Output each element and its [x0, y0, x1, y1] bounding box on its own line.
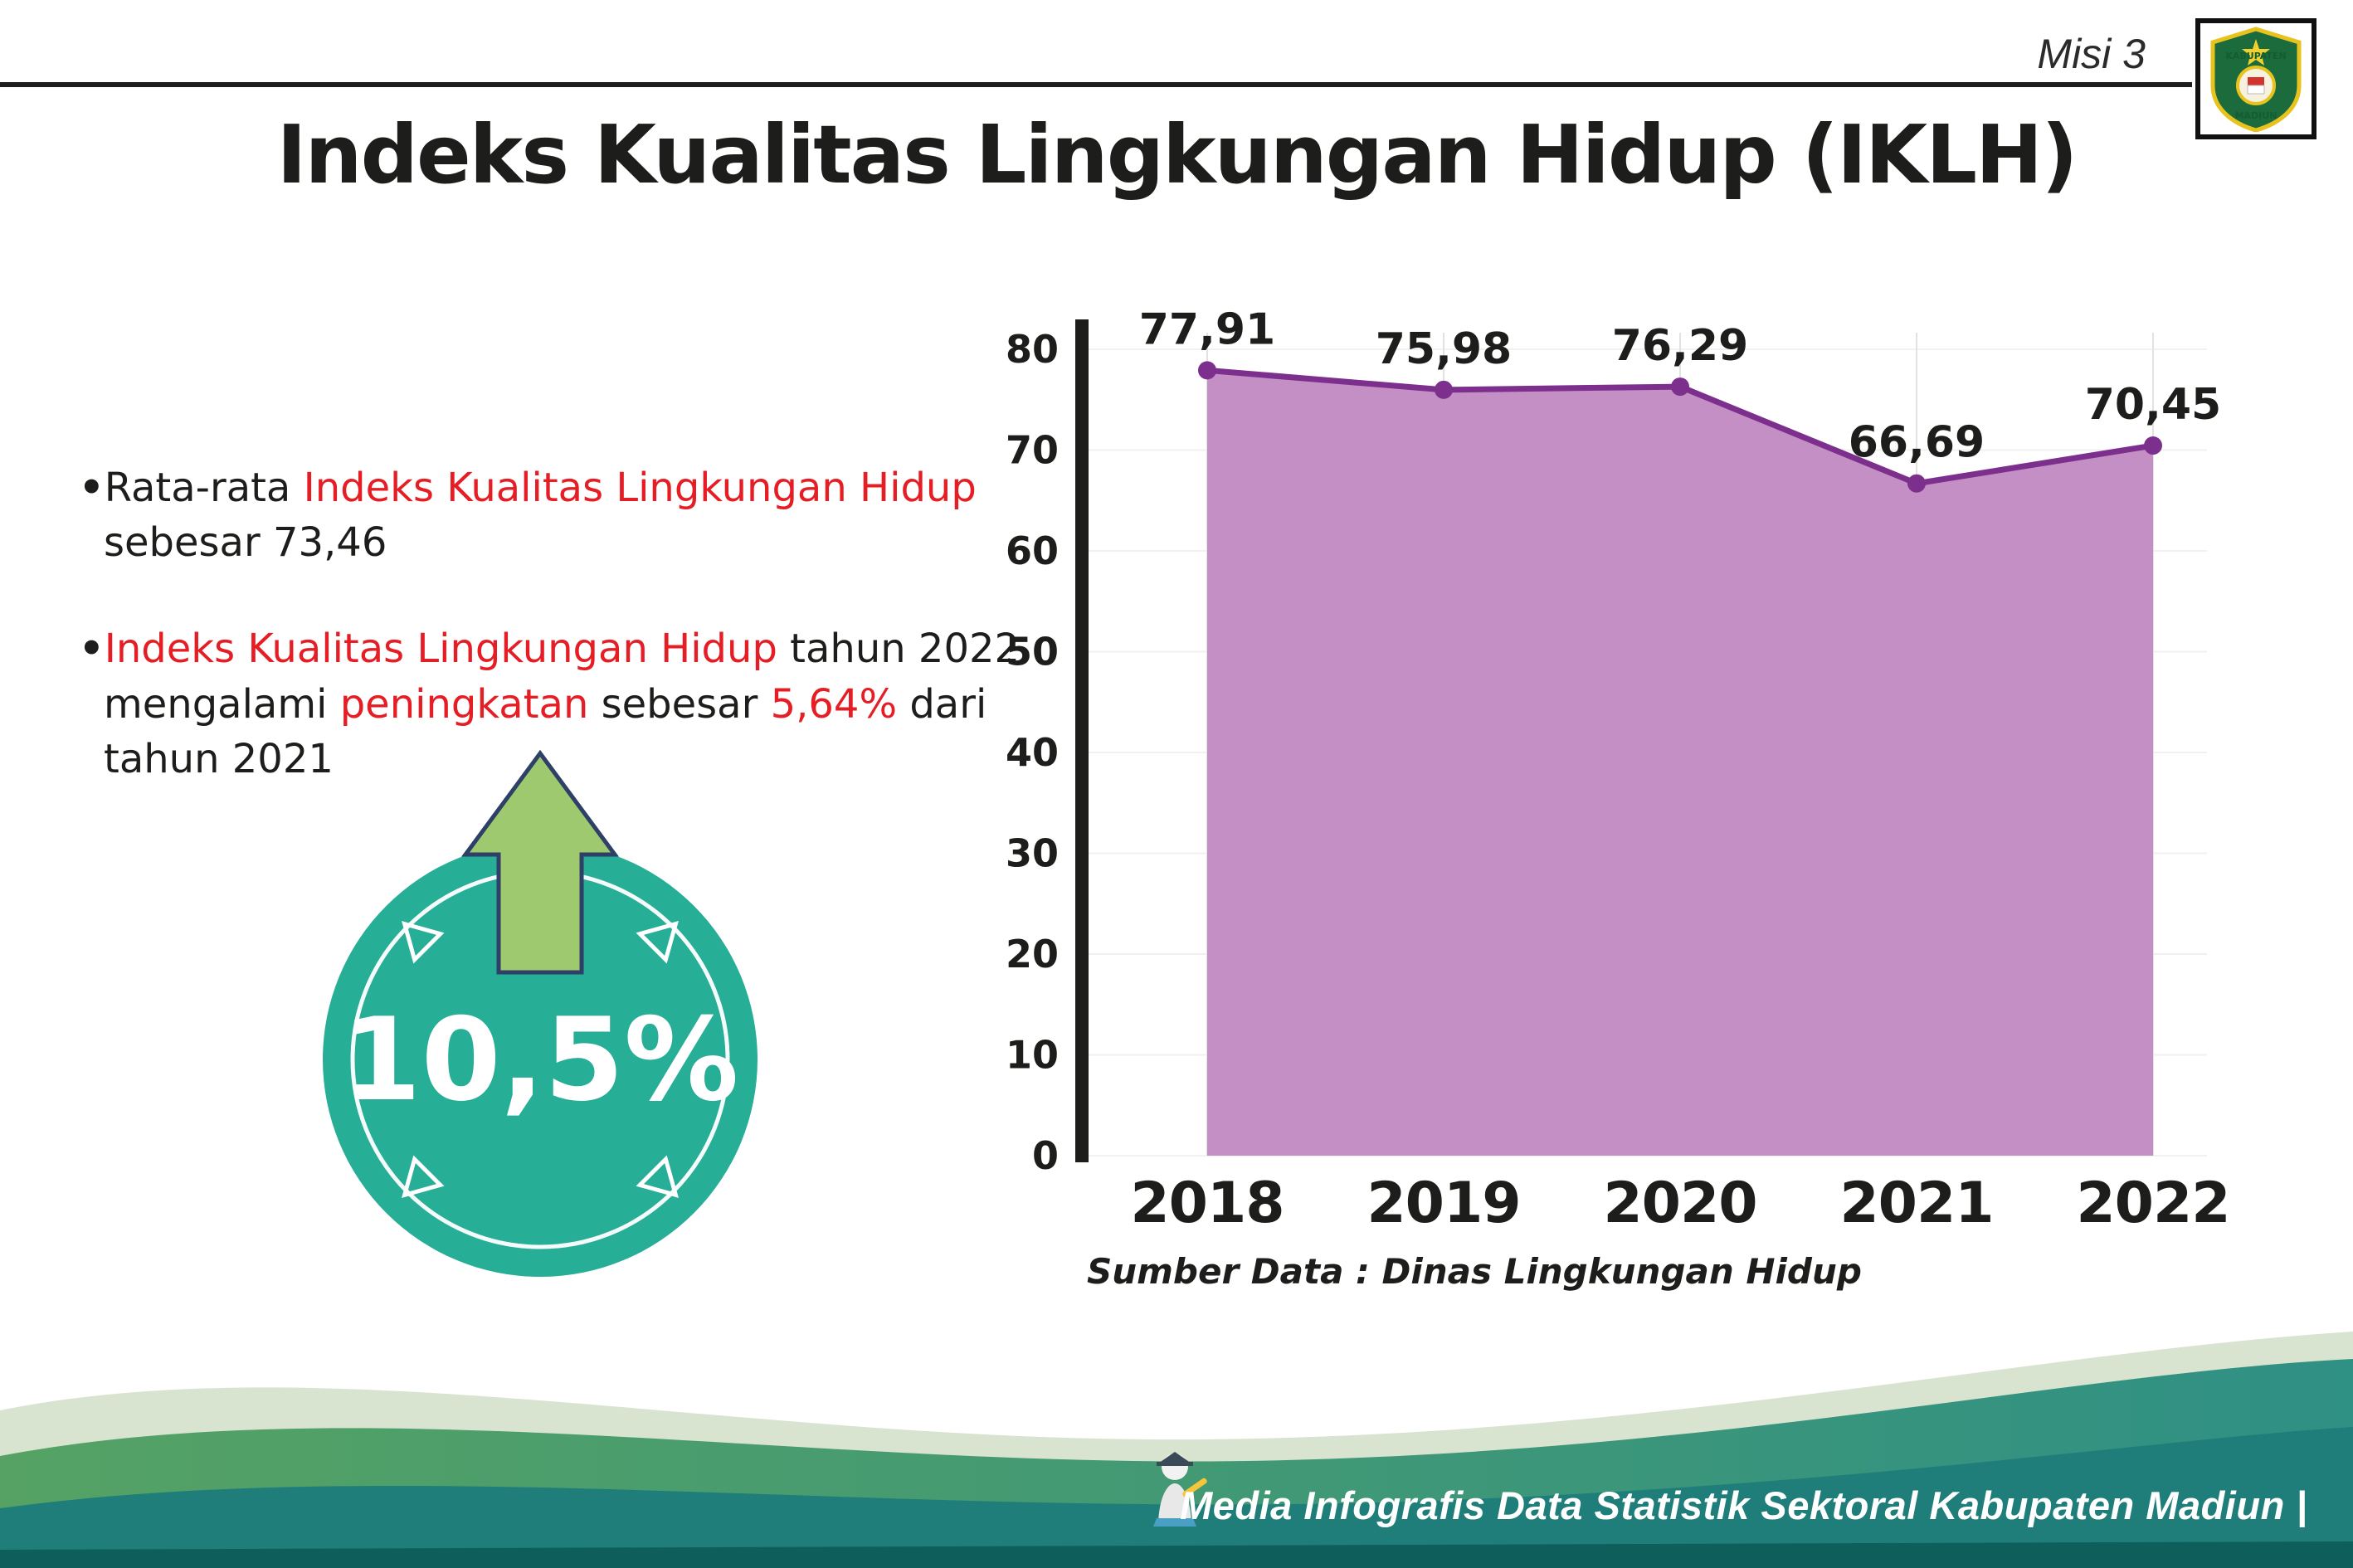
y-tick-label: 0 [1032, 1133, 1059, 1178]
iklh-chart-svg: 77,91 75,98 76,29 66,69 70,45 0 10 20 30 40 50 60 70… [1006, 304, 2231, 1236]
y-tick-label: 20 [1006, 932, 1059, 976]
x-tick-label: 2019 [1366, 1171, 1520, 1236]
data-point [1671, 377, 1689, 397]
bullet-1-seg-3: sebesar 73,46 [104, 519, 387, 567]
x-tick-label: 2020 [1603, 1171, 1756, 1236]
footer-wave-teal [0, 1427, 2353, 1568]
y-axis [1075, 319, 1089, 1162]
y-tick-label: 80 [1006, 327, 1059, 372]
logo-text-top: KABUPATEN [2225, 51, 2286, 61]
value-label: 66,69 [1849, 418, 1985, 468]
y-tick-label: 40 [1006, 730, 1059, 775]
header-rule [0, 82, 2192, 87]
triangle-decorations [402, 921, 679, 1198]
footer-bottom-strip [0, 1541, 2353, 1568]
y-tick-label: 60 [1006, 528, 1059, 573]
triangle-icon [402, 1155, 445, 1198]
data-point [2144, 436, 2162, 455]
value-label: 76,29 [1612, 321, 1748, 371]
x-tick-label: 2022 [2076, 1171, 2229, 1236]
data-point [1435, 380, 1453, 399]
bullet-marker: • [79, 626, 105, 673]
x-tick-label: 2018 [1130, 1171, 1284, 1236]
chart-source: Sumber Data : Dinas Lingkungan Hidup [1087, 1251, 1862, 1292]
bullet-2-seg-2: tahun 2022 mengalami [104, 626, 1021, 728]
bullet-2-seg-6: dari tahun 2021 [104, 680, 987, 782]
bullet-2-seg-3: peningkatan [339, 680, 589, 728]
value-label: 75,98 [1376, 324, 1512, 374]
kabupaten-madiun-logo: KABUPATEN MADIUN [2195, 18, 2316, 139]
footer-caption: Media Infografis Data Statistik Sektoral… [1180, 1483, 2307, 1527]
highlight-circle [323, 842, 758, 1277]
highlight-badge: 10,5% [323, 749, 758, 1277]
y-tick-label: 30 [1006, 831, 1059, 876]
y-tick-label: 70 [1006, 428, 1059, 473]
crest-icon: KABUPATEN MADIUN [2210, 27, 2302, 132]
bullet-2-seg-4: sebesar [588, 680, 771, 728]
triangle-icon [636, 921, 679, 964]
bullet-1-seg-2: Indeks Kualitas Lingkungan Hidup [303, 465, 977, 511]
bullet-2-seg-5: 5,64% [770, 680, 898, 728]
bullet-1-seg-1: Rata-rata [104, 465, 304, 511]
misi-label: Misi 3 [2037, 31, 2146, 77]
bullet-increase-iklh: •Indeks Kualitas Lingkungan Hidup tahun … [79, 621, 1074, 786]
bullet-marker: • [79, 465, 105, 511]
page-title: Indeks Kualitas Lingkungan Hidup (IKLH) [276, 108, 2078, 202]
writer-mascot-icon [1153, 1452, 1207, 1527]
y-tick-label: 50 [1006, 630, 1059, 674]
y-tick-label: 10 [1006, 1033, 1059, 1078]
triangle-icon [636, 1155, 679, 1198]
value-label: 70,45 [2085, 380, 2221, 430]
iklh-chart: 77,91 75,98 76,29 66,69 70,45 0 10 20 30 40 50 60 70… [913, 299, 2323, 1278]
data-point [1907, 474, 1926, 493]
area-fill [1207, 370, 2153, 1156]
bullet-average-iklh: •Rata-rata Indeks Kualitas Lingkungan Hi… [79, 460, 1074, 570]
bullet-list: •Rata-rata Indeks Kualitas Lingkungan Hi… [79, 460, 1074, 838]
highlight-value: 10,5% [342, 993, 739, 1127]
logo-text-bottom: MADIUN [2235, 110, 2277, 121]
x-tick-label: 2021 [1839, 1171, 1993, 1236]
value-label: 77,91 [1139, 304, 1275, 354]
triangle-icon [402, 921, 445, 964]
bullet-2-seg-1: Indeks Kualitas Lingkungan Hidup [104, 626, 777, 673]
data-point [1198, 361, 1216, 380]
up-arrow-icon [461, 749, 619, 975]
